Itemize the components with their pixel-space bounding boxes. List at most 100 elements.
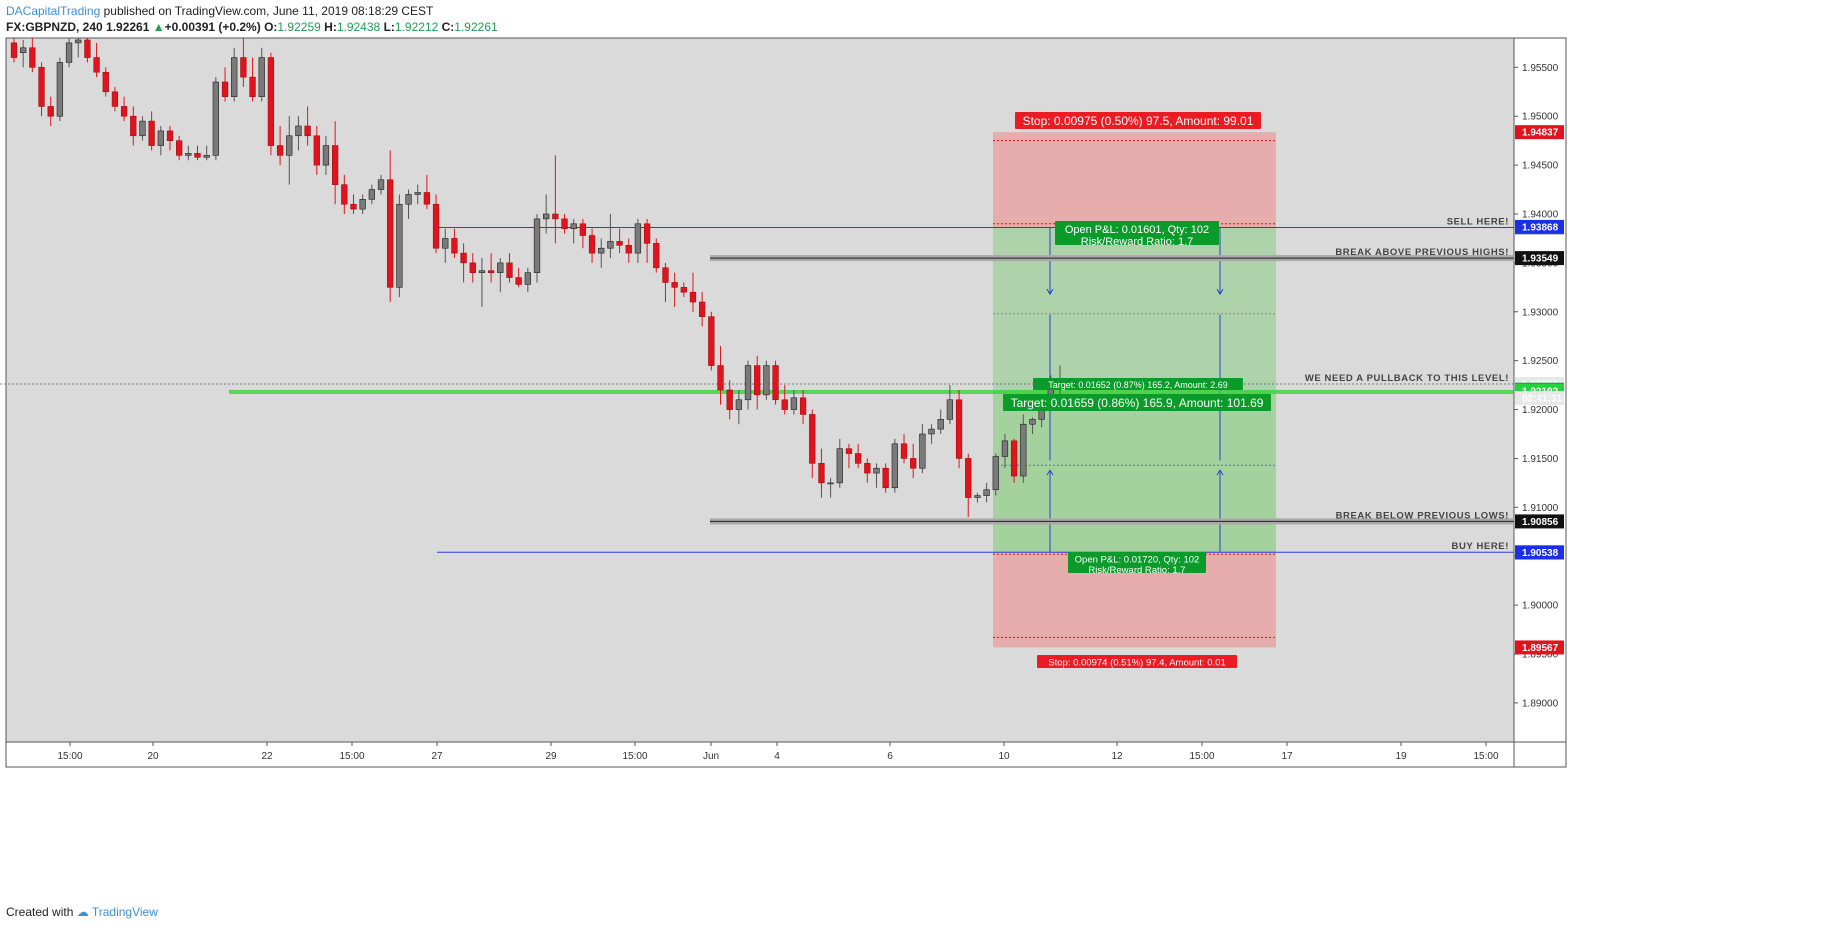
candle[interactable]	[423, 174, 431, 210]
long-target-label[interactable]: Target: 0.01652 (0.87%) 165.2, Amount: 2…	[1033, 378, 1243, 390]
candle[interactable]	[120, 96, 128, 122]
candle[interactable]	[377, 174, 385, 195]
candle[interactable]	[1001, 434, 1009, 469]
candle[interactable]	[515, 267, 522, 288]
candle[interactable]	[588, 228, 596, 263]
candle[interactable]	[405, 189, 412, 219]
candle[interactable]	[790, 390, 798, 415]
candle[interactable]	[983, 482, 990, 503]
candle[interactable]	[708, 311, 715, 371]
candle[interactable]	[827, 478, 834, 498]
candle[interactable]	[965, 453, 972, 518]
candle[interactable]	[634, 218, 642, 263]
candle[interactable]	[267, 52, 275, 156]
candle[interactable]	[1020, 414, 1027, 483]
candle[interactable]	[240, 38, 247, 87]
long-stop-label[interactable]: Stop: 0.00974 (0.51%) 97.4, Amount: 0.01	[1037, 655, 1237, 669]
candle[interactable]	[258, 47, 265, 102]
candle[interactable]	[974, 492, 981, 503]
candle[interactable]	[396, 194, 403, 298]
candle[interactable]	[607, 214, 614, 258]
candle[interactable]	[47, 96, 54, 126]
candle[interactable]	[111, 86, 119, 112]
candle[interactable]	[717, 346, 724, 405]
candle[interactable]	[497, 258, 504, 293]
candle[interactable]	[322, 135, 330, 175]
candle[interactable]	[946, 385, 954, 425]
candle[interactable]	[763, 360, 770, 400]
candle[interactable]	[221, 67, 229, 102]
candle[interactable]	[387, 150, 394, 302]
candle[interactable]	[543, 194, 550, 234]
candle[interactable]	[643, 218, 651, 263]
candle[interactable]	[451, 228, 458, 258]
candle[interactable]	[992, 453, 999, 496]
candle[interactable]	[570, 218, 577, 244]
candle[interactable]	[75, 38, 82, 58]
candle[interactable]	[754, 355, 761, 410]
candle[interactable]	[304, 106, 311, 146]
candle[interactable]	[772, 360, 779, 405]
candle[interactable]	[809, 409, 816, 478]
candle[interactable]	[341, 174, 348, 214]
candle[interactable]	[10, 38, 18, 63]
candle[interactable]	[139, 116, 146, 141]
candle[interactable]	[882, 463, 889, 493]
candle[interactable]	[469, 253, 476, 283]
candle[interactable]	[671, 272, 678, 307]
candle[interactable]	[726, 380, 733, 420]
candle[interactable]	[845, 443, 853, 469]
candle[interactable]	[689, 272, 697, 312]
candle[interactable]	[900, 434, 908, 464]
candle[interactable]	[432, 194, 440, 254]
candle[interactable]	[487, 253, 495, 283]
candle[interactable]	[854, 443, 862, 469]
candle[interactable]	[937, 409, 944, 434]
tradingview-brand-link[interactable]: TradingView	[91, 905, 158, 919]
candle[interactable]	[552, 155, 559, 244]
candle[interactable]	[442, 228, 449, 263]
candle[interactable]	[818, 448, 825, 498]
candle[interactable]	[955, 390, 963, 469]
candle[interactable]	[781, 385, 788, 415]
candle[interactable]	[157, 126, 164, 156]
candle[interactable]	[212, 77, 220, 161]
candle[interactable]	[130, 106, 137, 146]
candle[interactable]	[65, 38, 73, 68]
candle[interactable]	[662, 262, 669, 302]
candle[interactable]	[836, 438, 843, 488]
candle[interactable]	[93, 42, 100, 78]
short-target-label[interactable]: Target: 0.01659 (0.86%) 165.9, Amount: 1…	[1003, 394, 1271, 411]
candle[interactable]	[38, 62, 45, 117]
candle[interactable]	[1029, 417, 1036, 434]
author-link[interactable]: DACapitalTrading	[6, 4, 101, 18]
candle[interactable]	[680, 282, 687, 298]
candle[interactable]	[231, 47, 238, 102]
candle[interactable]	[598, 238, 605, 268]
candle[interactable]	[276, 126, 284, 166]
candle[interactable]	[414, 184, 421, 205]
candle[interactable]	[460, 243, 467, 283]
candle[interactable]	[561, 214, 568, 234]
candle[interactable]	[864, 458, 871, 483]
candle[interactable]	[331, 121, 339, 205]
candle[interactable]	[286, 116, 293, 185]
candle[interactable]	[919, 424, 926, 474]
candle[interactable]	[148, 111, 155, 151]
candle[interactable]	[313, 126, 320, 175]
candle[interactable]	[203, 145, 210, 161]
candle[interactable]	[910, 443, 917, 478]
candle[interactable]	[194, 145, 201, 161]
candle[interactable]	[625, 238, 632, 263]
candle[interactable]	[166, 126, 174, 151]
candle[interactable]	[735, 390, 743, 425]
candle[interactable]	[616, 228, 623, 254]
candle[interactable]	[799, 390, 807, 425]
candle[interactable]	[891, 438, 898, 493]
candle[interactable]	[56, 57, 64, 122]
candle[interactable]	[699, 292, 706, 327]
candle[interactable]	[506, 253, 513, 283]
